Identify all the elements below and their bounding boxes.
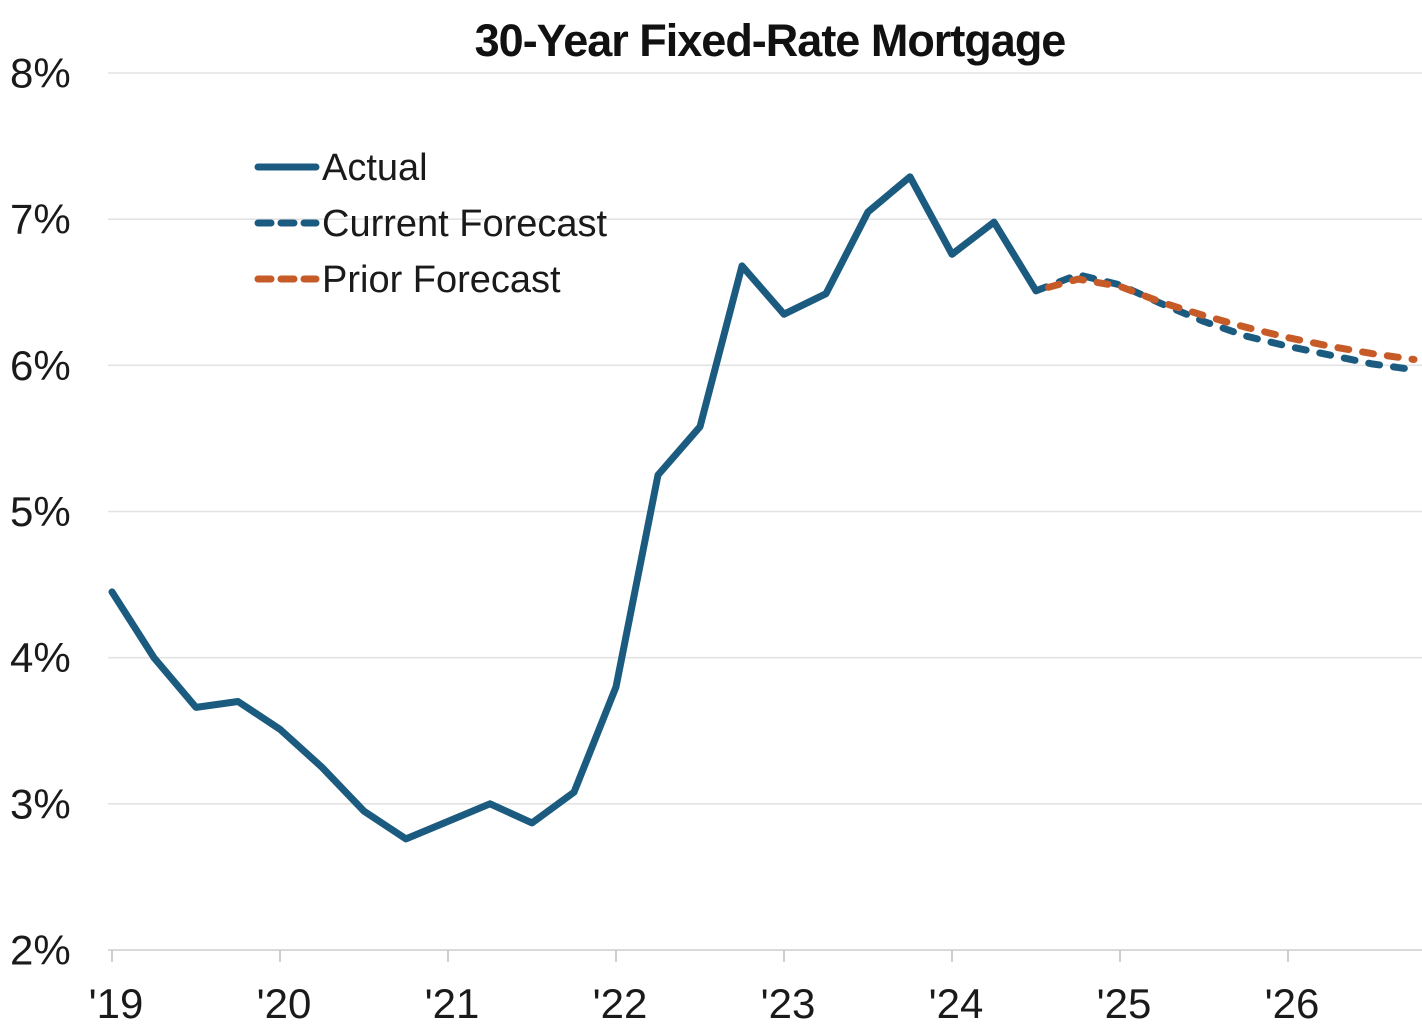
x-tick-label: '21 (425, 980, 480, 1027)
series-line-current-forecast (1032, 271, 1418, 374)
series-line-actual (108, 173, 1040, 843)
legend-item-current-forecast: Current Forecast (254, 203, 608, 245)
y-tick-label: 7% (10, 196, 71, 243)
chart-title: 30-Year Fixed-Rate Mortgage (475, 15, 1066, 66)
y-tick-label: 6% (10, 342, 71, 389)
series-line-prior-forecast (1032, 275, 1418, 363)
x-tick-label: '22 (593, 980, 648, 1027)
y-tick-label: 2% (10, 927, 71, 974)
grid-layer (108, 72, 1422, 963)
legend-label-current-forecast: Current Forecast (322, 203, 608, 245)
axis-label-layer: '19 '20 '21 '22 '23 '24 '25 '26 8% 7% 6% 5% 4% 3% 2% (10, 50, 1319, 1028)
legend-label-actual: Actual (322, 147, 428, 189)
y-tick-label: 4% (10, 634, 71, 681)
legend-label-prior-forecast: Prior Forecast (322, 259, 561, 301)
y-tick-label: 3% (10, 780, 71, 827)
legend-item-prior-forecast: Prior Forecast (254, 259, 561, 301)
x-tick-label: '19 (89, 980, 144, 1027)
legend: Actual Current Forecast Prior Forecast (254, 147, 608, 301)
y-tick-label: 5% (10, 488, 71, 535)
x-tick-label: '23 (761, 980, 816, 1027)
legend-item-actual: Actual (254, 147, 428, 189)
x-tick-label: '20 (257, 980, 312, 1027)
y-tick-label: 8% (10, 50, 71, 97)
x-tick-label: '26 (1265, 980, 1320, 1027)
x-tick-label: '25 (1097, 980, 1152, 1027)
x-tick-label: '24 (929, 980, 984, 1027)
series-layer (108, 173, 1418, 843)
